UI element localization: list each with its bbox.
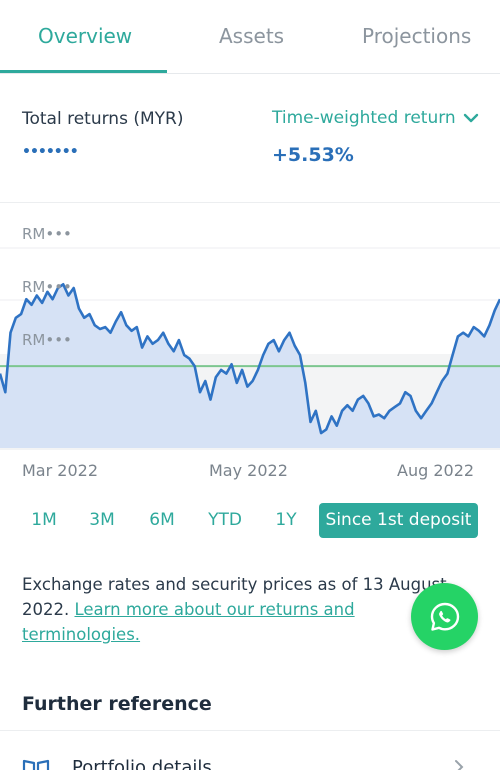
exchange-rate-note: Exchange rates and security prices as of… [22,572,462,647]
return-type-dropdown[interactable]: Time-weighted return [272,108,480,128]
time-range-selector: 1M 3M 6M YTD 1Y Since 1st deposit [0,503,500,539]
x-tick-label: Mar 2022 [22,461,98,480]
returns-chart[interactable] [0,220,500,450]
y-tick-label: RM••• [22,331,72,349]
note-text: Exchange rates and security prices as of… [22,575,447,619]
tab-overview[interactable]: Overview [38,24,133,48]
tab-projections[interactable]: Projections [362,24,472,48]
portfolio-details-row[interactable]: Portfolio details [0,730,500,770]
section-divider [0,202,500,203]
tab-bar: Overview Assets Projections [0,0,500,74]
y-tick-label: RM••• [22,225,72,243]
portfolio-details-label: Portfolio details [72,757,212,770]
chevron-right-icon [455,760,464,770]
y-tick-label: RM••• [22,278,72,296]
range-1m-button[interactable]: 1M [31,510,57,530]
return-type-label: Time-weighted return [272,108,456,128]
return-percentage: +5.53% [272,144,354,166]
range-since-first-deposit-button[interactable]: Since 1st deposit [319,503,478,538]
further-reference-heading: Further reference [22,693,212,715]
book-icon [22,759,50,770]
learn-more-link[interactable]: Learn more about our returns and termino… [22,600,355,644]
tab-assets[interactable]: Assets [219,24,285,48]
whatsapp-button[interactable] [411,583,478,650]
range-3m-button[interactable]: 3M [89,510,115,530]
returns-chart-svg [0,247,500,450]
x-tick-label: May 2022 [209,461,288,480]
range-1y-button[interactable]: 1Y [275,510,297,530]
total-returns-label: Total returns (MYR) [22,109,184,129]
range-ytd-button[interactable]: YTD [208,510,242,530]
total-returns-masked-value: ••••••• [22,144,79,160]
chevron-down-icon [463,113,478,123]
x-tick-label: Aug 2022 [397,461,475,480]
whatsapp-icon [430,602,459,631]
active-tab-indicator [0,70,167,73]
series-line [0,283,500,435]
range-6m-button[interactable]: 6M [149,510,175,530]
